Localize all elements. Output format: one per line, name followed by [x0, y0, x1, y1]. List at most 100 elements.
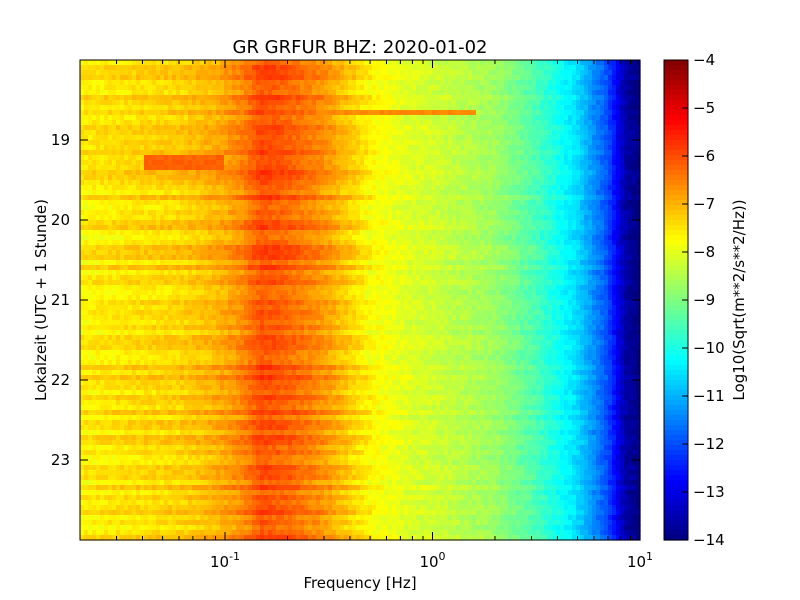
- heatmap-cell: [232, 85, 237, 91]
- heatmap-cell: [468, 165, 473, 171]
- heatmap-cell: [528, 200, 533, 206]
- heatmap-cell: [452, 130, 457, 136]
- heatmap-cell: [500, 150, 505, 156]
- heatmap-cell: [392, 60, 397, 66]
- heatmap-cell: [284, 80, 289, 86]
- heatmap-cell: [220, 85, 225, 91]
- heatmap-cell: [488, 135, 493, 141]
- heatmap-cell: [500, 75, 505, 81]
- heatmap-cell: [416, 80, 421, 86]
- heatmap-cell: [152, 155, 157, 161]
- heatmap-cell: [284, 105, 289, 111]
- heatmap-cell: [416, 150, 421, 156]
- heatmap-cell: [168, 130, 173, 136]
- heatmap-cell: [264, 235, 269, 241]
- heatmap-cell: [636, 180, 641, 186]
- heatmap-cell: [588, 160, 593, 166]
- heatmap-cell: [372, 80, 377, 86]
- heatmap-cell: [628, 115, 633, 121]
- heatmap-cell: [464, 90, 469, 96]
- heatmap-cell: [392, 65, 397, 71]
- heatmap-cell: [324, 135, 329, 141]
- heatmap-cell: [512, 230, 517, 236]
- heatmap-cell: [436, 115, 441, 121]
- heatmap-cell: [124, 210, 129, 216]
- heatmap-cell: [536, 150, 541, 156]
- heatmap-cell: [372, 190, 377, 196]
- heatmap-cell: [536, 105, 541, 111]
- heatmap-cell: [252, 190, 257, 196]
- heatmap-cell: [292, 155, 297, 161]
- heatmap-cell: [100, 175, 105, 181]
- heatmap-cell: [484, 185, 489, 191]
- heatmap-cell: [604, 75, 609, 81]
- heatmap-cell: [532, 60, 537, 66]
- heatmap-cell: [568, 200, 573, 206]
- heatmap-cell: [88, 165, 93, 171]
- heatmap-cell: [288, 150, 293, 156]
- heatmap-cell: [536, 215, 541, 221]
- heatmap-cell: [100, 110, 105, 116]
- heatmap-cell: [260, 115, 265, 121]
- heatmap-cell: [180, 65, 185, 71]
- heatmap-cell: [360, 75, 365, 81]
- heatmap-cell: [156, 140, 161, 146]
- heatmap-cell: [564, 215, 569, 221]
- heatmap-cell: [452, 230, 457, 236]
- heatmap-cell: [84, 170, 89, 176]
- heatmap-cell: [436, 95, 441, 101]
- heatmap-cell: [636, 140, 641, 146]
- heatmap-cell: [536, 185, 541, 191]
- heatmap-cell: [428, 115, 433, 121]
- heatmap-cell: [264, 100, 269, 106]
- heatmap-cell: [80, 70, 85, 76]
- heatmap-cell: [476, 115, 481, 121]
- heatmap-cell: [176, 60, 181, 66]
- heatmap-cell: [100, 220, 105, 226]
- heatmap-cell: [388, 95, 393, 101]
- heatmap-cell: [292, 125, 297, 131]
- heatmap-cell: [384, 110, 389, 116]
- heatmap-cell: [324, 65, 329, 71]
- heatmap-cell: [556, 85, 561, 91]
- heatmap-cell: [516, 205, 521, 211]
- heatmap-cell: [92, 85, 97, 91]
- heatmap-cell: [316, 140, 321, 146]
- heatmap-cell: [140, 90, 145, 96]
- heatmap-cell: [388, 140, 393, 146]
- heatmap-cell: [212, 155, 217, 161]
- heatmap-cell: [128, 115, 133, 121]
- heatmap-cell: [200, 75, 205, 81]
- heatmap-cell: [120, 215, 125, 221]
- heatmap-cell: [616, 220, 621, 226]
- heatmap-cell: [368, 75, 373, 81]
- heatmap-cell: [456, 105, 461, 111]
- heatmap-cell: [500, 185, 505, 191]
- heatmap-cell: [364, 75, 369, 81]
- heatmap-cell: [268, 75, 273, 81]
- heatmap-cell: [128, 60, 133, 66]
- heatmap-cell: [428, 145, 433, 151]
- heatmap-cell: [616, 230, 621, 236]
- heatmap-cell: [280, 105, 285, 111]
- heatmap-cell: [320, 195, 325, 201]
- heatmap-cell: [120, 155, 125, 161]
- heatmap-cell: [448, 185, 453, 191]
- heatmap-cell: [632, 135, 637, 141]
- heatmap-cell: [152, 220, 157, 226]
- heatmap-cell: [616, 190, 621, 196]
- heatmap-cell: [112, 155, 117, 161]
- heatmap-cell: [552, 90, 557, 96]
- heatmap-cell: [388, 190, 393, 196]
- heatmap-cell: [628, 165, 633, 171]
- heatmap-cell: [144, 145, 149, 151]
- heatmap-cell: [612, 70, 617, 76]
- heatmap-cell: [204, 145, 209, 151]
- heatmap-cell: [220, 200, 225, 206]
- heatmap-cell: [532, 95, 537, 101]
- heatmap-cell: [524, 120, 529, 126]
- heatmap-cell: [556, 165, 561, 171]
- heatmap-cell: [636, 145, 641, 151]
- heatmap-cell: [552, 95, 557, 101]
- heatmap-cell: [596, 90, 601, 96]
